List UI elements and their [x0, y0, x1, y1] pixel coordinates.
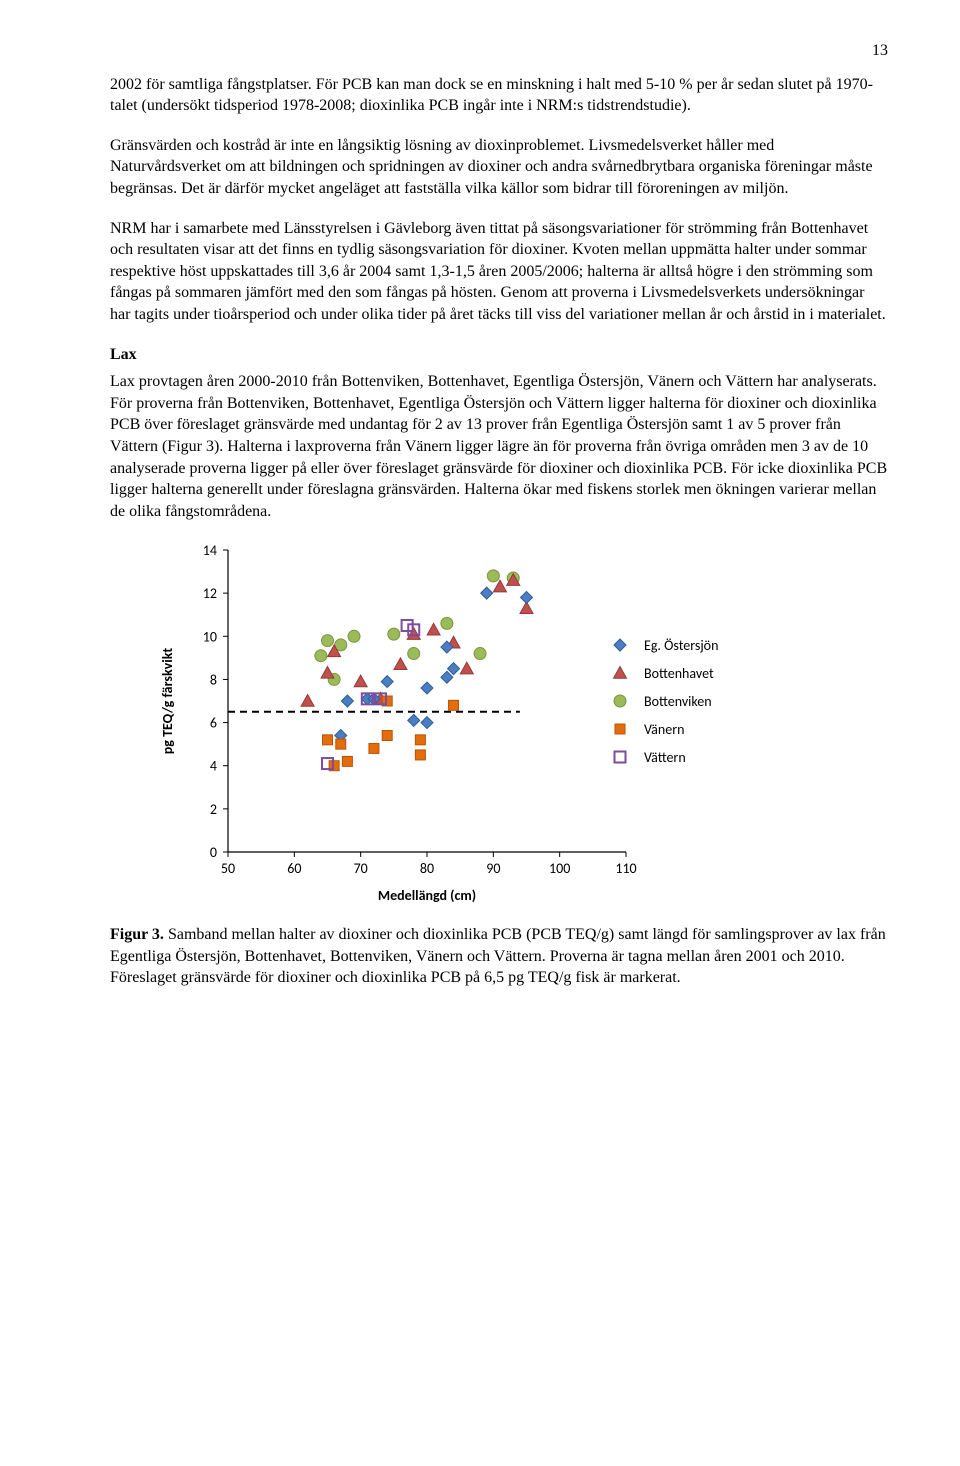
svg-text:pg TEQ/g färskvikt: pg TEQ/g färskvikt [159, 648, 176, 755]
svg-text:6: 6 [210, 715, 217, 732]
svg-text:10: 10 [203, 629, 217, 646]
paragraph-4: Lax provtagen åren 2000-2010 från Botten… [110, 371, 888, 522]
svg-text:Medellängd (cm): Medellängd (cm) [378, 887, 476, 904]
svg-text:80: 80 [420, 860, 434, 877]
scatter-chart-svg: 0 2 4 6 8 10 12 14 50 60 70 80 90 100 110 Medellängd (c… [146, 540, 766, 910]
svg-text:Bottenhavet: Bottenhavet [644, 665, 714, 682]
svg-text:110: 110 [615, 860, 636, 877]
svg-text:2: 2 [210, 801, 217, 818]
page-number: 13 [110, 40, 888, 62]
svg-text:4: 4 [210, 758, 217, 775]
page-container: 13 2002 för samtliga fångstplatser. För … [0, 0, 960, 1055]
svg-text:60: 60 [287, 860, 301, 877]
figure-3-caption: Figur 3. Samband mellan halter av dioxin… [110, 924, 888, 989]
svg-text:Bottenviken: Bottenviken [644, 693, 712, 710]
paragraph-3: NRM har i samarbete med Länsstyrelsen i … [110, 218, 888, 326]
svg-text:14: 14 [203, 542, 217, 559]
svg-text:100: 100 [549, 860, 570, 877]
caption-text: Samband mellan halter av dioxiner och di… [110, 926, 886, 986]
svg-text:0: 0 [210, 844, 217, 861]
paragraph-2: Gränsvärden och kostråd är inte en långs… [110, 135, 888, 200]
svg-text:Vänern: Vänern [644, 721, 684, 738]
svg-text:90: 90 [486, 860, 500, 877]
caption-lead: Figur 3. [110, 926, 164, 943]
svg-text:Eg. Östersjön: Eg. Östersjön [644, 637, 718, 654]
paragraph-1: 2002 för samtliga fångstplatser. För PCB… [110, 74, 888, 117]
svg-text:Vättern: Vättern [644, 749, 686, 766]
section-heading-lax: Lax [110, 344, 888, 366]
svg-text:12: 12 [203, 585, 217, 602]
svg-text:8: 8 [210, 672, 217, 689]
svg-text:70: 70 [354, 860, 368, 877]
svg-text:50: 50 [221, 860, 235, 877]
figure-3-scatter: 0 2 4 6 8 10 12 14 50 60 70 80 90 100 110 Medellängd (c… [146, 540, 888, 910]
